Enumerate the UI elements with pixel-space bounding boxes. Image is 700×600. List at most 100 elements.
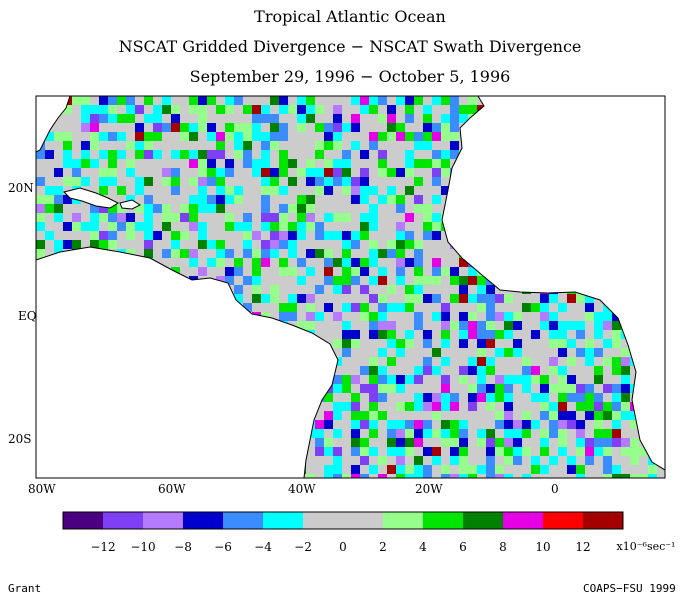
divergence-cell — [306, 303, 315, 312]
divergence-cell — [621, 357, 630, 366]
divergence-cell — [432, 276, 441, 285]
divergence-cell — [621, 393, 630, 402]
divergence-cell — [549, 420, 558, 429]
divergence-cell — [477, 393, 486, 402]
divergence-cell — [459, 312, 468, 321]
divergence-cell — [189, 204, 198, 213]
divergence-cell — [279, 186, 288, 195]
land-north-america — [36, 96, 71, 153]
divergence-cell — [504, 393, 513, 402]
divergence-cell — [189, 222, 198, 231]
divergence-cell — [324, 465, 333, 474]
divergence-cell — [360, 150, 369, 159]
chart-subtitle: NSCAT Gridded Divergence − NSCAT Swath D… — [118, 37, 582, 56]
colorbar — [62, 511, 624, 530]
divergence-cell — [297, 294, 306, 303]
divergence-cell — [198, 105, 207, 114]
divergence-cell — [486, 429, 495, 438]
divergence-cell — [423, 366, 432, 375]
divergence-cell — [378, 96, 387, 105]
divergence-cell — [423, 420, 432, 429]
divergence-cell — [621, 384, 630, 393]
divergence-cell — [171, 150, 180, 159]
divergence-cell — [243, 132, 252, 141]
divergence-cell — [504, 330, 513, 339]
divergence-cell — [288, 159, 297, 168]
divergence-cell — [603, 474, 612, 478]
divergence-cell — [234, 195, 243, 204]
divergence-cell — [630, 456, 639, 465]
divergence-cell — [342, 267, 351, 276]
divergence-cell — [90, 231, 99, 240]
divergence-cell — [513, 420, 522, 429]
divergence-cell — [306, 312, 315, 321]
divergence-cell — [108, 105, 117, 114]
divergence-cell — [585, 456, 594, 465]
divergence-cell — [279, 312, 288, 321]
divergence-cell — [369, 204, 378, 213]
divergence-cell — [603, 411, 612, 420]
divergence-cell — [441, 267, 450, 276]
divergence-cell — [432, 177, 441, 186]
divergence-cell — [72, 96, 81, 105]
divergence-cell — [423, 402, 432, 411]
divergence-cell — [567, 321, 576, 330]
divergence-cell — [621, 447, 630, 456]
divergence-cell — [279, 132, 288, 141]
divergence-cell — [189, 258, 198, 267]
divergence-cell — [450, 132, 459, 141]
divergence-cell — [81, 123, 90, 132]
divergence-cell — [306, 321, 315, 330]
divergence-cell — [171, 105, 180, 114]
divergence-cell — [117, 204, 126, 213]
divergence-cell — [396, 240, 405, 249]
divergence-cell — [423, 123, 432, 132]
divergence-cell — [315, 231, 324, 240]
divergence-cell — [513, 348, 522, 357]
divergence-cell — [486, 384, 495, 393]
divergence-cell — [441, 474, 450, 478]
divergence-cell — [108, 168, 117, 177]
divergence-cell — [261, 222, 270, 231]
divergence-cell — [603, 357, 612, 366]
divergence-cell — [504, 294, 513, 303]
divergence-cell — [162, 123, 171, 132]
divergence-cell — [117, 114, 126, 123]
divergence-cell — [99, 168, 108, 177]
divergence-cell — [450, 438, 459, 447]
divergence-cell — [549, 384, 558, 393]
divergence-cell — [279, 267, 288, 276]
divergence-cell — [504, 411, 513, 420]
divergence-cell — [243, 222, 252, 231]
divergence-cell — [576, 384, 585, 393]
divergence-cell — [630, 411, 639, 420]
divergence-cell — [639, 474, 648, 478]
divergence-cell — [432, 96, 441, 105]
divergence-cell — [324, 123, 333, 132]
divergence-cell — [432, 348, 441, 357]
divergence-cell — [450, 294, 459, 303]
divergence-cell — [576, 294, 585, 303]
divergence-cell — [144, 204, 153, 213]
divergence-cell — [99, 186, 108, 195]
divergence-cell — [54, 213, 63, 222]
divergence-cell — [369, 357, 378, 366]
divergence-cell — [333, 447, 342, 456]
divergence-cell — [171, 249, 180, 258]
divergence-cell — [459, 429, 468, 438]
divergence-cell — [369, 375, 378, 384]
divergence-cell — [441, 330, 450, 339]
divergence-cell — [459, 366, 468, 375]
divergence-cell — [351, 438, 360, 447]
divergence-cell — [567, 375, 576, 384]
divergence-cell — [459, 438, 468, 447]
divergence-cell — [396, 276, 405, 285]
divergence-cell — [324, 132, 333, 141]
divergence-cell — [216, 150, 225, 159]
divergence-cell — [405, 105, 414, 114]
divergence-cell — [360, 213, 369, 222]
divergence-cell — [81, 177, 90, 186]
divergence-cell — [432, 123, 441, 132]
divergence-cell — [207, 195, 216, 204]
divergence-cell — [450, 447, 459, 456]
